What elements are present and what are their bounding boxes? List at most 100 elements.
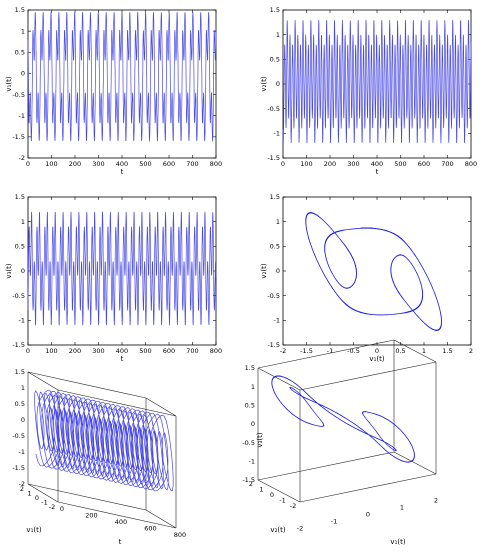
x-tick-label: 700 [186,160,198,168]
box-edge [299,361,437,391]
series-line [282,19,472,144]
box-edge [299,473,437,503]
box-edge [145,397,177,417]
y-tick-label: 0 [276,267,280,275]
x-tick-label: 600 [163,347,175,355]
x-axis-label: v₁(t) [369,355,384,363]
x-tick-label: 1 [400,504,404,512]
z-tick-label: -2 [19,480,25,488]
x-tick-label: 0 [375,347,379,355]
y-tick-label: -1 [41,499,47,507]
z-tick-label: -0.5 [242,439,255,447]
box-edge [257,367,301,391]
plot-3d-attractor: -2-1012-2-1012-1.5-1-0.500.511.5v₁(t)v₂(… [242,339,438,546]
x-tick-label: 800 [210,347,222,355]
y-axis-label: v₂(t) [260,263,268,278]
x-tick-label: -1.5 [300,347,313,355]
z-tick-label: 0.5 [15,400,25,408]
y-tick-label: 2 [249,480,253,488]
y-tick-label: -1 [279,497,285,505]
y-tick-label: -0.5 [267,292,280,300]
x-tick-label: 600 [163,160,175,168]
x-tick-label: 100 [45,347,57,355]
box-edge [27,371,147,399]
y-tick-label: -1 [19,317,25,325]
trajectory-3d [271,375,415,463]
y-tick-label: -2 [290,502,296,510]
x-tick-label: -2 [297,525,303,533]
plot-v1-v2-phase-portrait: -2 -1.5 -1 -0.5 0 0.5 1 1.5 2-1.5-1-0.500.511.5v… [260,193,473,363]
x-tick-label: 400 [115,518,127,526]
y-tick-label: -0.5 [12,91,25,99]
box-edge [145,509,177,529]
x-tick-label: 0 [26,160,30,168]
z-tick-label: -1 [249,458,255,466]
x-axis-label: t [121,168,124,176]
y-tick-label: -0.5 [12,292,25,300]
x-tick-label: 200 [324,160,336,168]
y-tick-label: 0.5 [270,56,280,64]
y-tick-label: 0.5 [15,48,25,56]
x-tick-label: 1.5 [442,347,452,355]
z-tick-label: -1 [19,448,25,456]
y-tick-label: 1 [27,490,31,498]
plot-3d-time-v1-v2: 0200400600800-2-1012-2-1.5-1-0.500.511.5… [12,368,186,546]
y-tick-label: -1.5 [12,133,25,141]
plot-v3-time-series: 0 100 200 300 400 500 600 700 800 -1.5 -1 -0.5 0 0.5 1… [5,193,222,363]
y-tick-label: 2 [20,485,24,493]
y-tick-label: -1 [274,317,280,325]
box-edge [27,483,147,511]
y-axis-label: v₁(t) [26,526,41,534]
box-edge [27,371,59,391]
x-tick-label: 2 [469,347,473,355]
z-tick-label: -1.5 [242,476,255,484]
y-axis-label: v₂(t) [260,76,268,91]
y-tick-label: 0 [35,494,39,502]
x-tick-label: 400 [116,160,128,168]
x-axis-label: v₁(t) [390,538,405,546]
x-axis-label: t [121,355,124,363]
y-axis-label: v₁(t) [5,76,13,91]
y-tick-label: -1 [274,130,280,138]
z-tick-label: -0.5 [12,432,25,440]
box-edge [393,451,437,475]
y-tick-label: -1.5 [267,341,280,349]
plot-v1-time-series: 0 100 200 300 400 500 600 700 800 -2 -1.5 -1 -0.5 0 0.… [5,6,222,176]
plot-v2-time-series: 0 100 200 300 400 500 600 700 800 -1.5 -1 -0.5 0 0.5 1… [260,6,477,176]
y-tick-label: 0 [276,80,280,88]
y-tick-label: -0.5 [267,105,280,113]
x-tick-label: 200 [85,512,97,520]
y-tick-label: 0 [270,491,274,499]
x-tick-label: 600 [144,525,156,533]
x-tick-label: 800 [174,531,186,539]
x-axis-label: t [119,538,122,546]
box-edge [57,501,177,529]
x-tick-label: 0 [366,511,370,519]
x-tick-label: 0.5 [395,347,405,355]
x-tick-label: 0 [26,347,30,355]
x-tick-label: 200 [69,347,81,355]
x-tick-label: 100 [300,160,312,168]
y-axis-label: v₃(t) [5,263,13,278]
x-tick-label: 400 [116,347,128,355]
x-tick-label: 300 [92,347,104,355]
y-tick-label: 0.5 [270,243,280,251]
y-tick-label: 0 [21,70,25,78]
x-tick-label: 700 [186,347,198,355]
y-tick-label: 1.5 [270,193,280,201]
box-edge [393,339,437,363]
y-tick-label: 1.5 [15,193,25,201]
y-tick-label: 1.5 [15,6,25,14]
y-tick-label: 1 [21,218,25,226]
box-edge [257,451,395,481]
y-tick-label: -1.5 [267,154,280,162]
y-tick-label: 0.5 [15,243,25,251]
x-tick-label: -0.5 [347,347,360,355]
x-tick-label: -2 [280,347,286,355]
z-tick-label: 0.5 [245,402,255,410]
x-axis-label: t [376,168,379,176]
y-tick-label: 1.5 [270,6,280,14]
x-tick-label: -1 [331,518,337,526]
